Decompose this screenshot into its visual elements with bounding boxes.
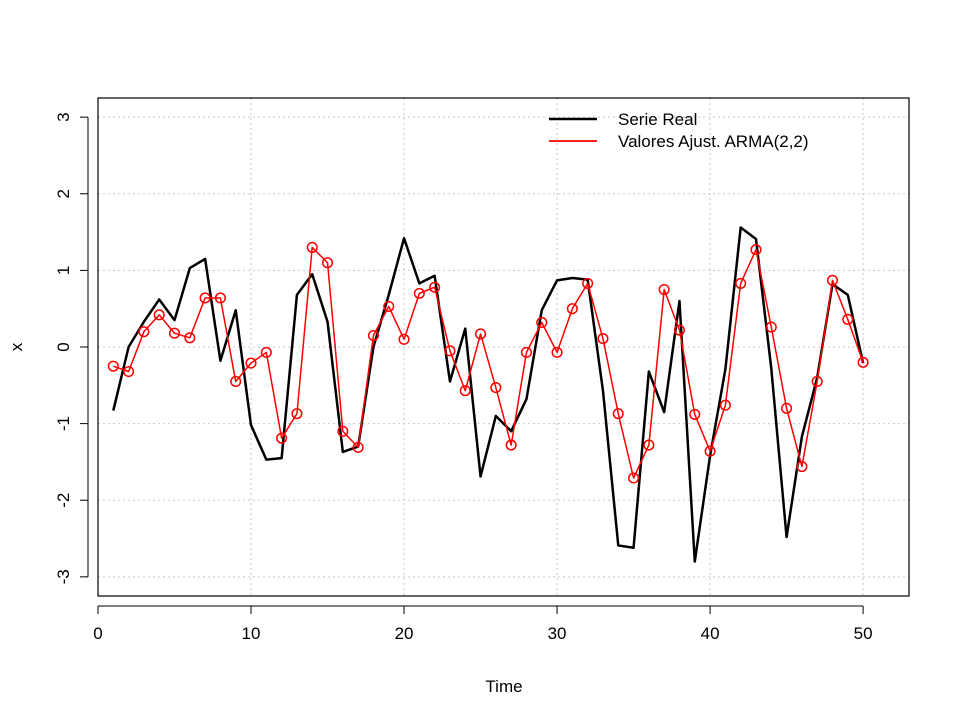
series-point-1 [260, 346, 272, 358]
series-point-1 [276, 432, 288, 444]
series-point-1 [612, 408, 624, 420]
y-tick-label: 0 [54, 342, 73, 351]
series-point-1 [658, 283, 670, 296]
series-point-1 [735, 277, 747, 289]
series-line-1 [113, 246, 864, 479]
series-point-1 [230, 375, 242, 388]
series-point-1 [536, 316, 548, 329]
series-point-1 [367, 329, 379, 342]
series-point-1 [413, 287, 425, 299]
legend-label-arma: Valores Ajust. ARMA(2,2) [618, 132, 809, 151]
series-point-1 [505, 439, 517, 451]
x-tick-label: 40 [701, 624, 720, 643]
series-point-1 [444, 345, 456, 357]
series-point-1 [689, 408, 701, 420]
x-tick-label: 0 [93, 624, 102, 643]
series-lines [112, 226, 865, 563]
x-tick-label: 10 [242, 624, 261, 643]
y-axis: -3 -2 -1 0 1 2 3 [54, 112, 89, 584]
x-axis-label: Time [485, 677, 522, 696]
series-point-1 [551, 346, 563, 358]
x-axis: 0 10 20 30 40 50 [93, 605, 873, 643]
y-tick-label: -3 [54, 569, 73, 584]
plot-frame [97, 97, 910, 597]
series-point-1 [459, 385, 471, 397]
series-point-1 [781, 402, 793, 414]
series-point-1 [704, 445, 716, 457]
y-tick-label: 2 [54, 189, 73, 198]
series-line-0 [112, 226, 865, 563]
series-point-1 [796, 460, 808, 473]
series-point-1 [337, 425, 349, 437]
series-point-1 [184, 332, 196, 344]
series-point-1 [123, 365, 135, 378]
series-point-1 [306, 241, 318, 253]
x-tick-label: 30 [548, 624, 567, 643]
legend-label-serie-real: Serie Real [618, 110, 697, 129]
x-tick-label: 50 [854, 624, 873, 643]
series-point-1 [719, 399, 731, 411]
series-point-1 [582, 277, 594, 289]
series-point-1 [520, 346, 533, 358]
series-point-1 [429, 281, 441, 293]
y-tick-label: -1 [54, 416, 73, 431]
series-point-1 [352, 441, 364, 453]
legend: Serie Real Valores Ajust. ARMA(2,2) [549, 110, 809, 151]
y-tick-label: 3 [54, 112, 73, 121]
series-point-1 [597, 333, 609, 345]
series-point-1 [628, 472, 640, 484]
series-point-1 [383, 300, 395, 312]
series-point-1 [765, 321, 777, 333]
series-point-1 [490, 382, 502, 394]
series-point-1 [857, 356, 869, 368]
series-point-1 [153, 309, 165, 321]
series-point-1 [245, 357, 257, 369]
series-point-1 [321, 257, 334, 269]
series-point-1 [107, 360, 119, 372]
grid-lines [97, 98, 909, 596]
y-axis-label: x [7, 342, 26, 351]
series-point-1 [566, 303, 578, 315]
series-point-1 [826, 274, 839, 286]
series-point-1 [673, 324, 686, 336]
series-point-1 [643, 439, 655, 451]
series-markers [107, 241, 869, 484]
series-point-1 [214, 292, 226, 304]
series-point-1 [750, 244, 762, 256]
y-tick-label: -2 [54, 493, 73, 508]
series-point-1 [138, 326, 150, 338]
series-point-1 [291, 408, 303, 420]
y-tick-label: 1 [54, 266, 73, 275]
series-point-1 [199, 292, 211, 304]
series-point-1 [398, 333, 410, 345]
x-tick-label: 20 [395, 624, 414, 643]
series-point-1 [168, 327, 181, 339]
series-point-1 [474, 328, 487, 340]
series-point-1 [811, 375, 823, 388]
series-point-1 [842, 313, 854, 325]
